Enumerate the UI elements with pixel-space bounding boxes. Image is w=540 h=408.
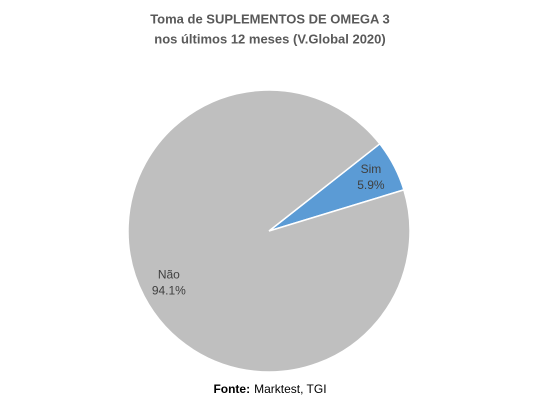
data-label-value: 94.1% — [152, 283, 186, 297]
source-text: Marktest, TGI — [254, 382, 326, 396]
data-label-name: Não — [158, 267, 180, 281]
pie-slice — [127, 89, 411, 373]
source-label: Fonte: — [213, 382, 250, 396]
chart-title: nos últimos 12 meses (V.Global 2020) — [154, 31, 385, 46]
chart-title: Toma de SUPLEMENTOS DE OMEGA 3 — [150, 11, 390, 26]
pie — [127, 89, 411, 373]
data-label-value: 5.9% — [357, 178, 385, 192]
source: Fonte: Marktest, TGI — [213, 382, 326, 396]
data-label-name: Sim — [361, 162, 382, 176]
